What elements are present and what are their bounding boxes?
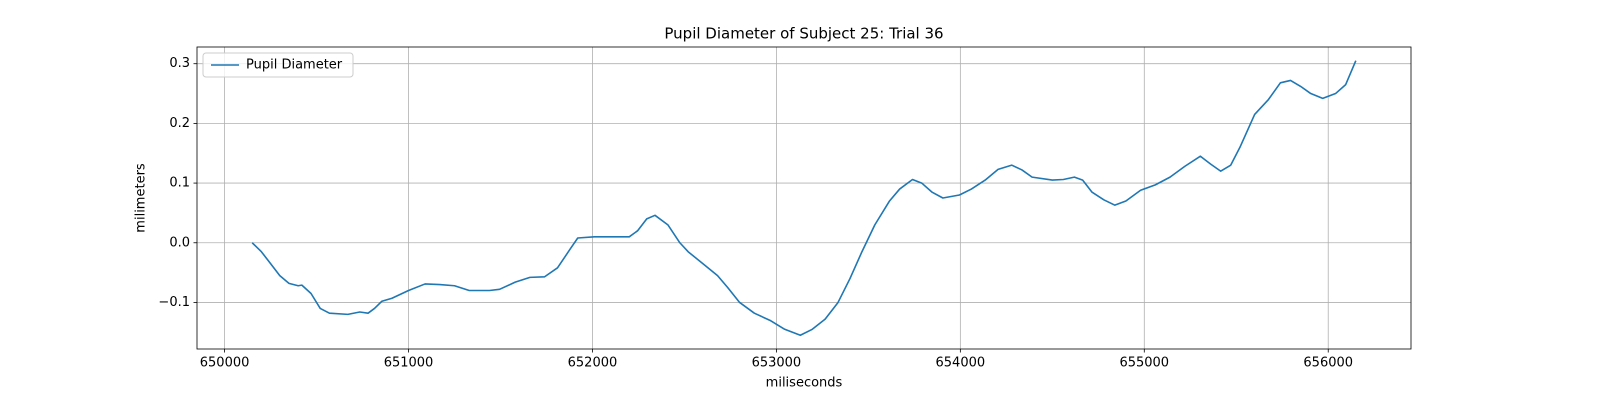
y-tick-label: 0.1 — [169, 176, 190, 191]
plot-frame — [196, 46, 1412, 350]
y-tick-label: 0.3 — [169, 56, 190, 71]
legend-label: Pupil Diameter — [246, 58, 343, 73]
x-tick-label: 650000 — [200, 356, 250, 371]
y-tick-label: 0.0 — [169, 235, 190, 250]
x-tick-label: 651000 — [384, 356, 434, 371]
x-tick-label: 653000 — [752, 356, 802, 371]
y-axis-label: milimeters — [134, 163, 149, 233]
x-tick-label: 652000 — [568, 356, 618, 371]
data-line — [251, 60, 1357, 337]
y-tick-label: −0.1 — [158, 295, 190, 310]
legend-box — [202, 52, 354, 78]
legend: Pupil Diameter — [202, 52, 354, 78]
x-tick-label: 655000 — [1119, 356, 1169, 371]
chart-title: Pupil Diameter of Subject 25: Trial 36 — [664, 25, 943, 43]
x-tick-label: 656000 — [1303, 356, 1353, 371]
y-tick-label: 0.2 — [169, 116, 190, 131]
x-axis-label: miliseconds — [766, 376, 843, 391]
x-tick-label: 654000 — [936, 356, 986, 371]
